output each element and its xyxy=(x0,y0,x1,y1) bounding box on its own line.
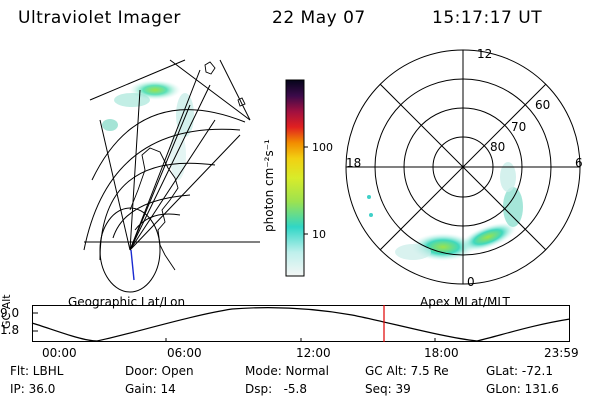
colorbar-tick-10: 10 xyxy=(312,228,326,241)
xtick-2359: 23:59 xyxy=(544,346,579,360)
colorbar-tick-100: 100 xyxy=(312,141,333,154)
status-door: Door: Open xyxy=(125,364,194,378)
colorbar-label: photon cm⁻²s⁻¹ xyxy=(262,139,276,232)
geographic-map xyxy=(83,59,260,293)
mlt-label-12: 12 xyxy=(477,47,493,61)
status-seq: Seq: 39 xyxy=(365,382,411,396)
xtick-0000: 00:00 xyxy=(42,346,77,360)
mlt-label-6: 6 xyxy=(575,156,583,170)
altitude-plot xyxy=(31,305,571,342)
time-label: 15:17:17 UT xyxy=(432,8,543,28)
polar-plot xyxy=(345,49,581,285)
status-gc-alt: GC Alt: 7.5 Re xyxy=(365,364,449,378)
status-dsp: Dsp: -5.8 xyxy=(245,382,308,396)
app-title: Ultraviolet Imager xyxy=(18,8,181,28)
status-glat: GLat: -72.1 xyxy=(486,364,553,378)
mlt-label-0: 0 xyxy=(467,275,475,289)
status-ip: IP: 36.0 xyxy=(10,382,56,396)
xtick-0600: 06:00 xyxy=(167,346,202,360)
altitude-ytick-9: 9.0 xyxy=(0,306,20,320)
status-glon: GLon: 131.6 xyxy=(486,382,559,396)
status-filter: Flt: LBHL xyxy=(10,364,64,378)
xtick-1800: 18:00 xyxy=(424,346,459,360)
mlt-label-18: 18 xyxy=(346,156,362,170)
status-mode: Mode: Normal xyxy=(245,364,329,378)
altitude-ytick-1.8: 1.8 xyxy=(0,323,20,337)
colorbar xyxy=(285,79,308,277)
lat-label-70: 70 xyxy=(511,120,527,134)
lat-label-80: 80 xyxy=(490,140,506,154)
lat-label-60: 60 xyxy=(535,98,551,112)
xtick-1200: 12:00 xyxy=(296,346,331,360)
status-gain: Gain: 14 xyxy=(125,382,176,396)
date-label: 22 May 07 xyxy=(272,8,366,28)
